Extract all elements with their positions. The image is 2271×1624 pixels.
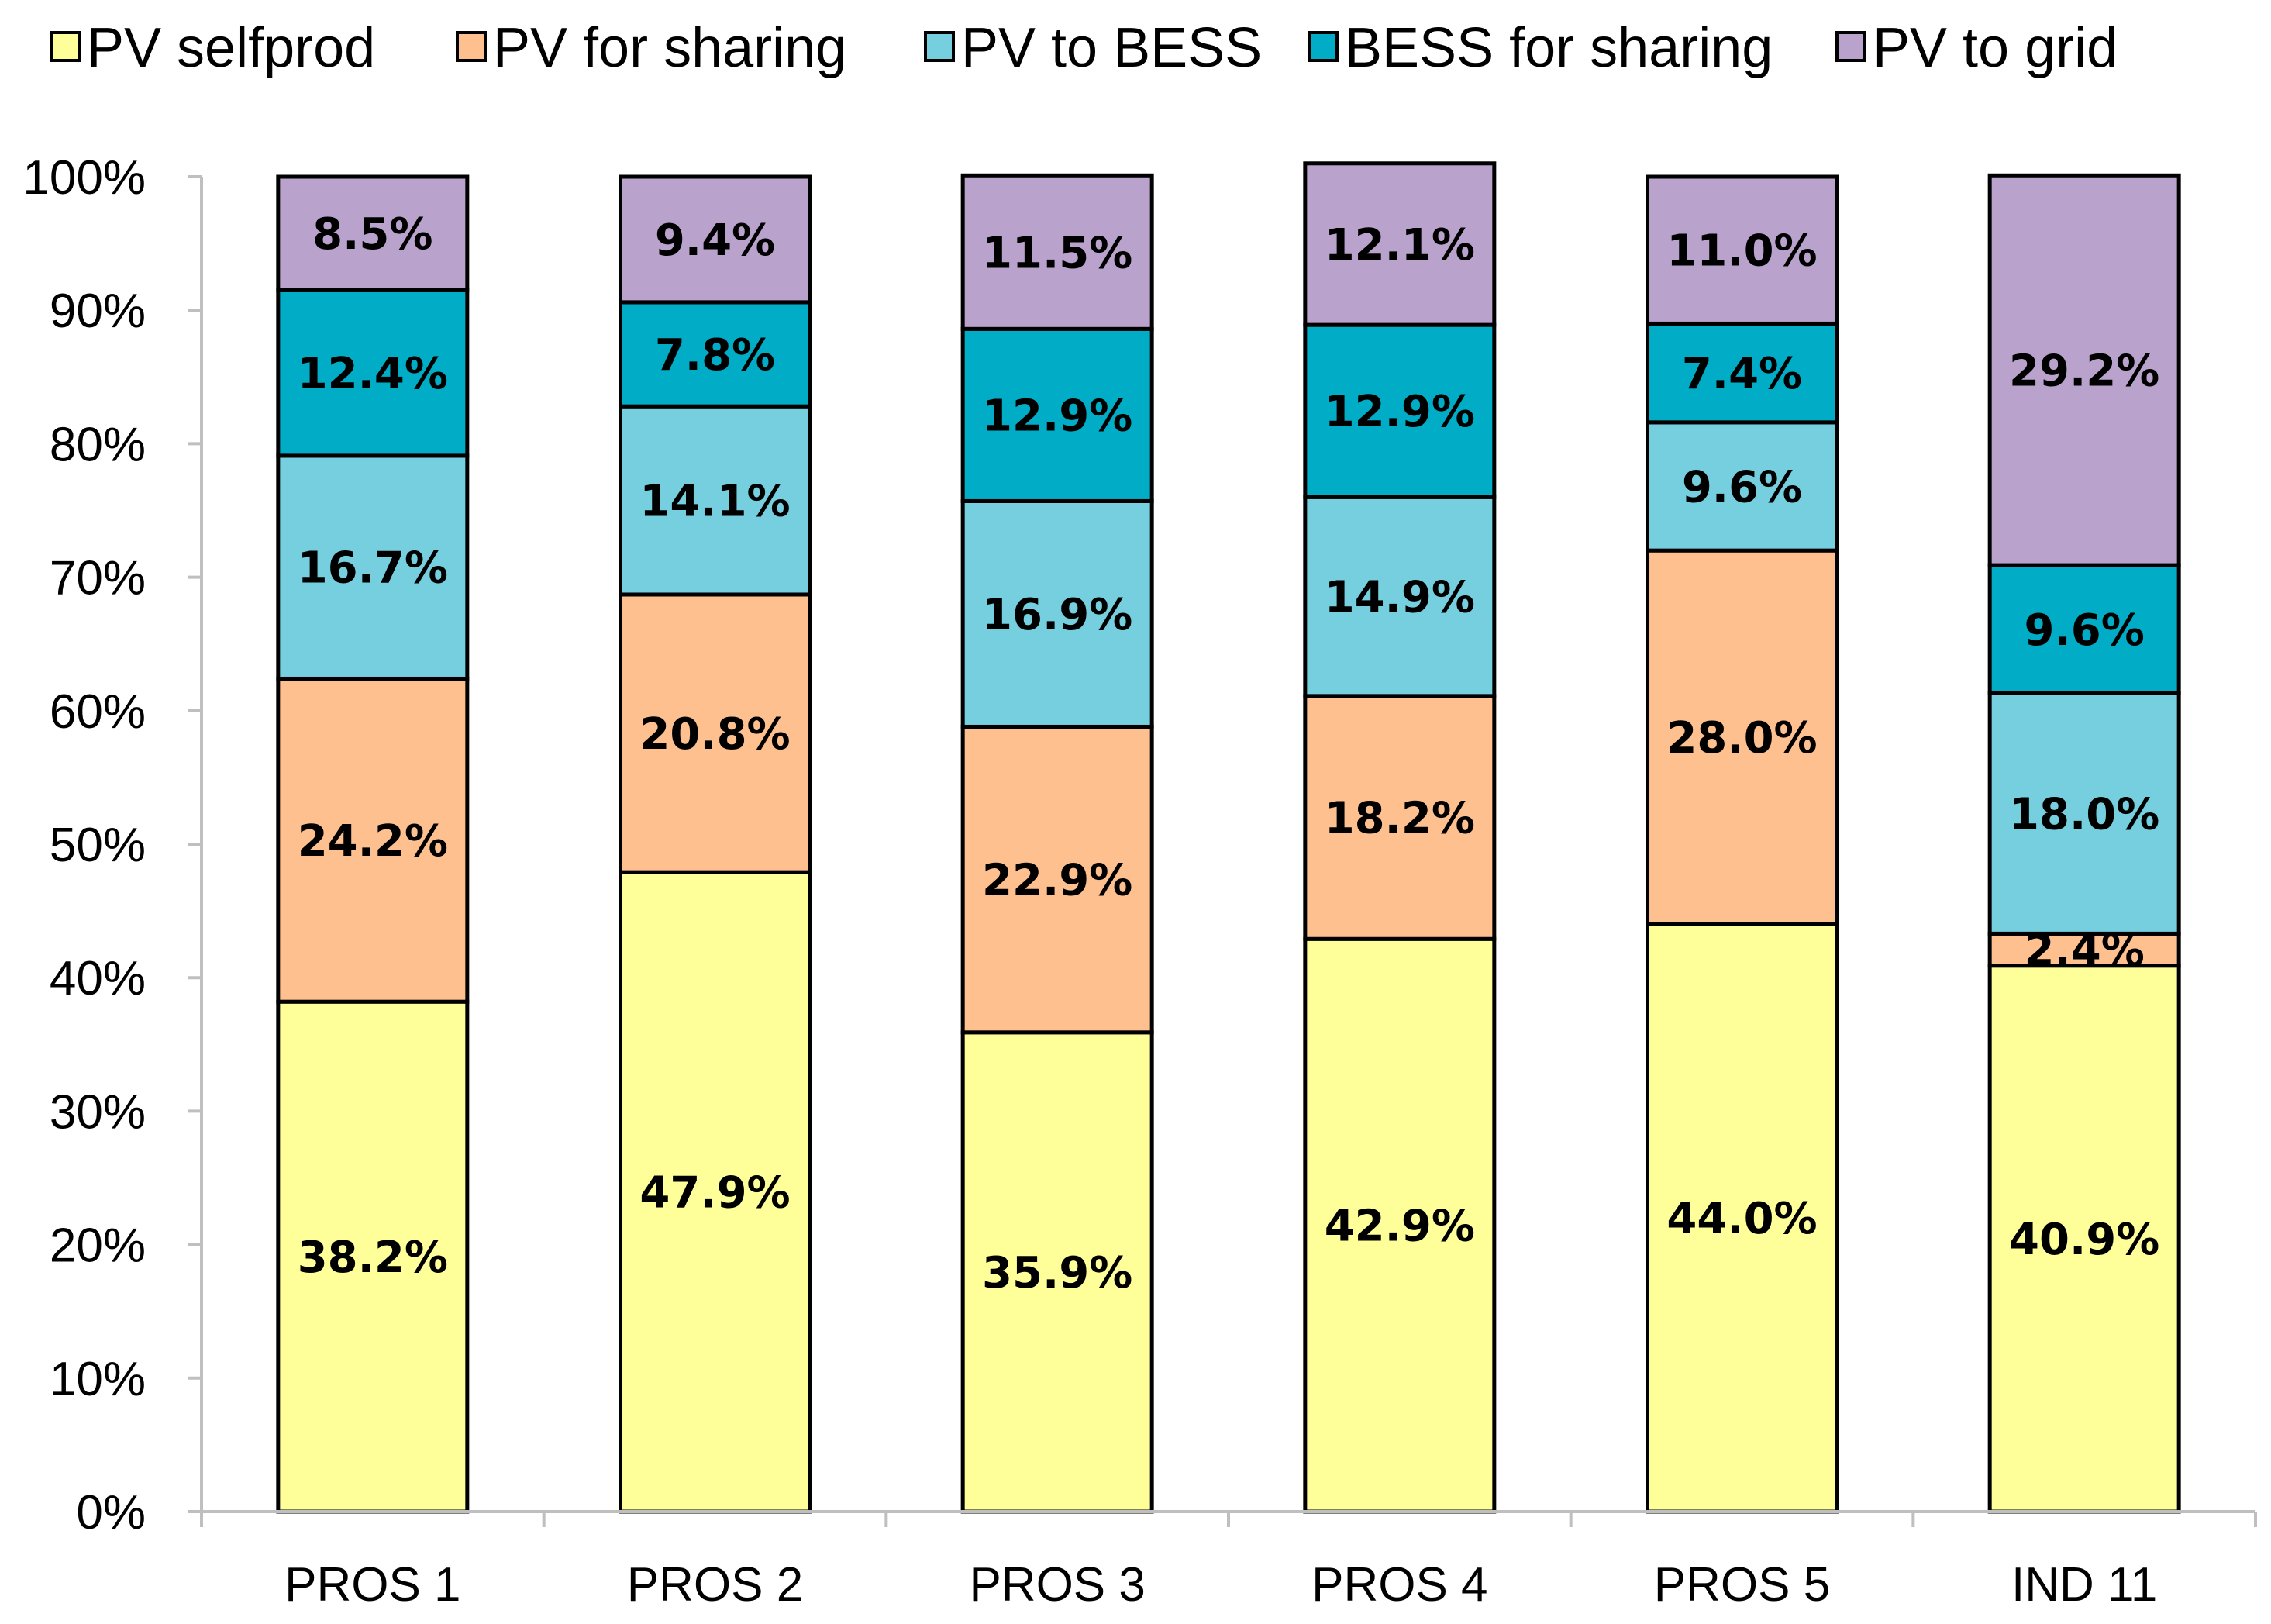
data-label: 44.0% bbox=[1666, 1194, 1817, 1244]
bar-segment bbox=[1303, 495, 1497, 698]
bar-segment bbox=[960, 173, 1154, 331]
data-label: 42.9% bbox=[1325, 1202, 1475, 1252]
bar-segment bbox=[1987, 964, 2181, 1514]
data-label: 9.4% bbox=[655, 215, 775, 266]
bar-segment bbox=[619, 404, 812, 597]
data-label: 12.4% bbox=[298, 349, 448, 399]
legend-item: PV to BESS bbox=[924, 17, 1262, 79]
data-label: 11.5% bbox=[982, 228, 1132, 278]
x-axis: PROS 1 PROS 2 PROS 3 PROS 4 PROS 5 IND 11 bbox=[200, 1510, 2257, 1612]
legend-label: BESS for sharing bbox=[1345, 17, 1773, 79]
y-tick-label: 80% bbox=[50, 418, 146, 471]
bar-segment bbox=[619, 174, 812, 305]
x-tick-label: PROS 2 bbox=[627, 1558, 803, 1612]
data-label: 16.7% bbox=[298, 543, 448, 594]
bar-segment bbox=[960, 724, 1154, 1035]
data-label: 7.8% bbox=[655, 330, 775, 381]
bar-segment bbox=[1987, 691, 2181, 936]
bar-segment bbox=[1303, 161, 1497, 327]
data-label: 35.9% bbox=[982, 1248, 1132, 1298]
bar-segment bbox=[276, 999, 470, 1514]
x-tick-label: PROS 4 bbox=[1311, 1558, 1487, 1612]
y-tick-label: 0% bbox=[76, 1486, 146, 1540]
bar-segment bbox=[1303, 936, 1497, 1514]
data-label: 24.2% bbox=[298, 816, 448, 867]
y-tick-label: 10% bbox=[50, 1353, 146, 1406]
legend-swatch bbox=[924, 31, 955, 62]
data-label: 16.9% bbox=[982, 590, 1132, 640]
data-label: 47.9% bbox=[639, 1168, 790, 1219]
legend-item: PV for sharing bbox=[456, 17, 846, 79]
data-label: 40.9% bbox=[2009, 1215, 2159, 1265]
legend-swatch bbox=[1835, 31, 1866, 62]
legend-label: PV selfprod bbox=[87, 17, 375, 79]
y-tick-label: 60% bbox=[50, 685, 146, 739]
bar-stack: 44.0% 28.0% 9.6% 7.4% 11.0% bbox=[1646, 174, 1839, 1514]
data-label: 38.2% bbox=[298, 1233, 448, 1283]
legend-item: PV selfprod bbox=[50, 17, 375, 79]
data-label: 14.1% bbox=[639, 477, 790, 527]
bar-segment bbox=[1987, 173, 2181, 567]
data-label: 18.0% bbox=[2009, 789, 2159, 840]
x-tick-label: PROS 5 bbox=[1654, 1558, 1830, 1612]
bar-stack: 38.2% 24.2% 16.7% 12.4% 8.5% bbox=[276, 174, 470, 1514]
legend-item: BESS for sharing bbox=[1308, 17, 1773, 79]
legend-swatch bbox=[1308, 31, 1339, 62]
bar-segment bbox=[1646, 174, 1839, 326]
bar-segment bbox=[1646, 321, 1839, 425]
data-label: 12.9% bbox=[982, 391, 1132, 441]
legend-label: PV to grid bbox=[1873, 17, 2118, 79]
y-tick-label: 20% bbox=[50, 1219, 146, 1273]
data-label: 28.0% bbox=[1666, 713, 1817, 764]
data-label: 12.9% bbox=[1325, 387, 1475, 437]
data-label: 29.2% bbox=[2009, 347, 2159, 397]
data-label: 9.6% bbox=[2025, 605, 2145, 656]
bar-segment bbox=[1303, 322, 1497, 499]
data-label: 8.5% bbox=[312, 209, 432, 260]
bar-segment bbox=[960, 326, 1154, 503]
y-tick-label: 70% bbox=[50, 552, 146, 605]
bar-segment bbox=[960, 498, 1154, 729]
bar-segment bbox=[1303, 694, 1497, 941]
legend-label: PV to BESS bbox=[961, 17, 1262, 79]
data-label: 14.9% bbox=[1325, 573, 1475, 623]
data-label: 7.4% bbox=[1682, 349, 1802, 399]
legend-swatch bbox=[456, 31, 487, 62]
y-axis: 0% 10% 20% 30% 40% 50% 60% 70% 80% 90% 100% bbox=[22, 151, 203, 1540]
bar-segment bbox=[960, 1030, 1154, 1514]
y-tick-label: 100% bbox=[22, 151, 146, 205]
x-tick-label: IND 11 bbox=[2011, 1558, 2157, 1612]
bar-segment bbox=[1987, 563, 2181, 695]
data-label: 18.2% bbox=[1325, 794, 1475, 844]
legend-label: PV for sharing bbox=[493, 17, 846, 79]
bar-segment bbox=[1646, 420, 1839, 553]
bar-stack: 47.9% 20.8% 14.1% 7.8% 9.4% bbox=[619, 174, 812, 1514]
x-tick-label: PROS 3 bbox=[969, 1558, 1145, 1612]
x-tick-label: PROS 1 bbox=[284, 1558, 460, 1612]
bar-segment bbox=[619, 592, 812, 874]
bar-segment bbox=[1646, 548, 1839, 926]
bar-stack: 42.9% 18.2% 14.9% 12.9% 12.1% bbox=[1303, 161, 1497, 1514]
data-label: 12.1% bbox=[1325, 220, 1475, 271]
data-label: 9.6% bbox=[1682, 463, 1802, 513]
data-label: 22.9% bbox=[982, 856, 1132, 906]
y-tick-label: 40% bbox=[50, 952, 146, 1005]
y-tick-label: 50% bbox=[50, 819, 146, 872]
data-label: 11.0% bbox=[1666, 226, 1817, 277]
data-label: 20.8% bbox=[639, 709, 790, 760]
bars: 38.2% 24.2% 16.7% 12.4% 8.5% 47.9% 20.8% 14.1% 7… bbox=[276, 161, 2181, 1514]
legend-item: PV to grid bbox=[1835, 17, 2118, 79]
y-tick-label: 90% bbox=[50, 284, 146, 338]
legend-swatch bbox=[50, 31, 81, 62]
y-tick-label: 30% bbox=[50, 1085, 146, 1139]
bar-stack: 40.9% 2.4% 18.0% 9.6% 29.2% bbox=[1987, 173, 2181, 1514]
data-label: 2.4% bbox=[2025, 926, 2145, 976]
bar-segment bbox=[276, 174, 470, 292]
legend: PV selfprod PV for sharing PV to BESS BESS … bbox=[50, 17, 2118, 79]
bar-stack: 35.9% 22.9% 16.9% 12.9% 11.5% bbox=[960, 173, 1154, 1514]
